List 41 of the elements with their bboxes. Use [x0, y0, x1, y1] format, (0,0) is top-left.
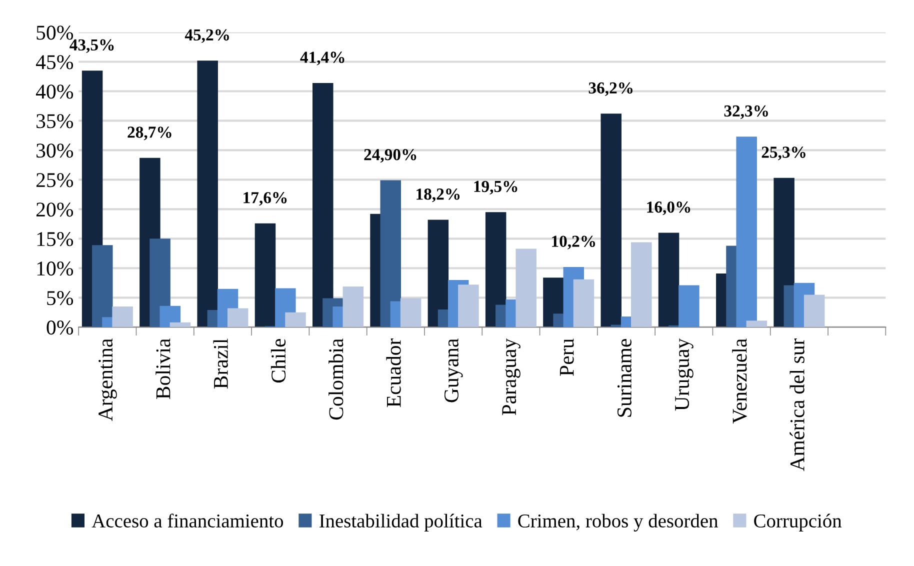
legend-label: Corrupción	[754, 514, 842, 532]
data-label: 18,2%	[416, 188, 460, 202]
data-label: 32,3%	[724, 105, 768, 120]
data-label: 41,4%	[300, 52, 344, 66]
x-tick-label: Suriname	[617, 338, 632, 417]
data-label: 28,7%	[128, 126, 172, 140]
y-tick-label: 15%	[37, 232, 74, 246]
data-label: 10,2%	[552, 236, 596, 250]
y-tick-label: 25%	[36, 173, 74, 188]
x-tick-label: Paraguay	[502, 338, 520, 416]
x-tick-label: Brazil	[213, 338, 228, 389]
x-tick-label: Chile	[270, 338, 286, 383]
x-tick-label: Venezuela	[732, 338, 747, 424]
y-tick-label: 5%	[47, 291, 74, 306]
data-label: 17,6%	[244, 192, 287, 206]
x-tick-label: Argentina	[98, 338, 117, 421]
x-tick-label: Colombia	[328, 338, 344, 420]
y-tick-label: 20%	[36, 202, 74, 217]
legend-label: Crimen, robos y desorden	[518, 514, 718, 532]
y-tick-label: 0%	[46, 320, 74, 335]
data-label: 19,5%	[474, 180, 518, 195]
x-tick-label: América del sur	[790, 338, 804, 472]
x-tick-label: Peru	[560, 338, 574, 376]
x-tick-label: Bolivia	[156, 338, 170, 399]
data-label: 25,3%	[762, 146, 806, 160]
x-tick-label: Ecuador	[386, 338, 401, 408]
x-tick-label: Uruguay	[675, 338, 694, 411]
data-label: 43,5%	[70, 39, 114, 53]
y-tick-label: 40%	[36, 84, 74, 99]
legend-label: Inestabilidad política	[319, 514, 482, 532]
y-tick-label: 10%	[37, 262, 74, 276]
data-label: 16,0%	[647, 201, 690, 216]
y-tick-label: 30%	[36, 144, 74, 158]
x-tick-label: Guyana	[444, 338, 463, 402]
y-tick-label: 50%	[36, 26, 74, 40]
data-label: 45,2%	[184, 29, 229, 43]
data-label: 36,2%	[588, 82, 632, 96]
data-label: 24,90%	[364, 148, 416, 163]
y-tick-label: 35%	[36, 114, 74, 128]
legend-label: Acceso a financiamiento	[92, 514, 284, 528]
y-tick-label: 45%	[36, 55, 74, 70]
